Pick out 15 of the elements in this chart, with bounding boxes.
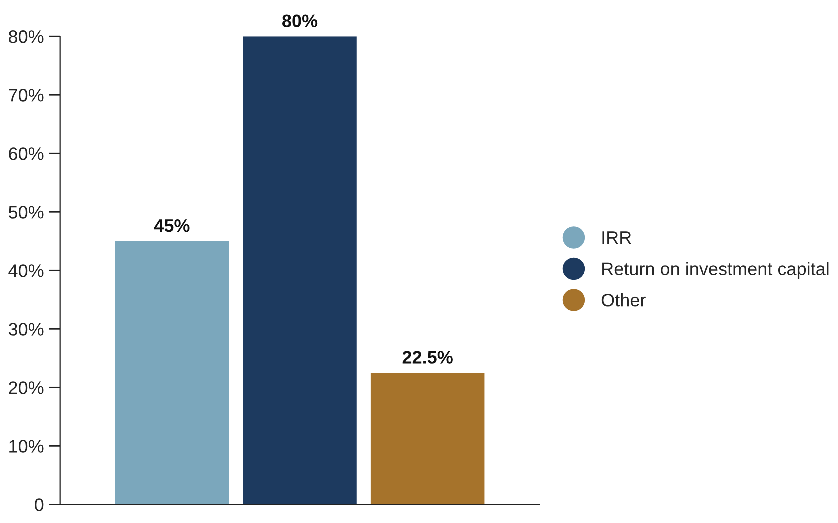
- data-label: 45%: [154, 220, 190, 232]
- y-tick-label: 10%: [10, 440, 44, 453]
- legend-label: Other: [602, 294, 646, 307]
- data-label: 22.5%: [402, 351, 453, 364]
- y-tick-label: 0: [35, 498, 44, 512]
- y-tick-label: 60%: [9, 148, 44, 160]
- data-label: 80%: [282, 14, 318, 28]
- y-tick-label: 50%: [8, 206, 44, 219]
- y-tick-label: 70%: [9, 89, 44, 102]
- y-tick-label: 30%: [8, 323, 44, 336]
- y-tick-label: 80%: [9, 30, 44, 44]
- legend-label: IRR: [602, 232, 632, 244]
- y-tick-label: 20%: [9, 382, 44, 394]
- legend-label: Return on investment capital: [602, 262, 829, 280]
- y-tick-label: 40%: [8, 264, 44, 278]
